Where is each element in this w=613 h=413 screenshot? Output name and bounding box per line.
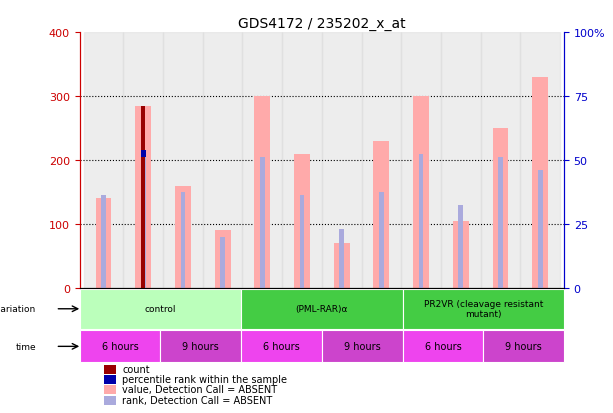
Bar [104,366,116,375]
Bar [203,33,242,288]
Bar [403,289,564,329]
Bar [403,330,483,363]
Bar [242,33,282,288]
Bar [141,154,145,288]
Bar [483,330,564,363]
Bar [80,330,161,363]
Bar [441,33,481,288]
Text: (PML-RAR)α: (PML-RAR)α [295,304,348,313]
Text: 9 hours: 9 hours [183,342,219,351]
Bar [80,289,241,329]
Text: 6 hours: 6 hours [102,342,139,351]
Bar [104,385,116,394]
Bar [241,289,403,329]
Bar [260,157,265,288]
Bar [141,151,145,157]
Bar [282,33,322,288]
Bar [402,33,441,288]
Text: 6 hours: 6 hours [425,342,461,351]
Text: 6 hours: 6 hours [263,342,300,351]
Bar [419,154,424,288]
Bar [379,192,384,288]
Bar [333,244,349,288]
Bar [322,330,403,363]
Bar [96,199,112,288]
Bar [163,33,203,288]
Text: 9 hours: 9 hours [505,342,542,351]
Bar [453,221,469,288]
Bar [135,107,151,288]
Bar [373,142,389,288]
Bar [104,396,116,405]
Bar [498,157,503,288]
Bar [481,33,520,288]
Bar [322,33,362,288]
Bar [101,196,106,288]
Bar [254,97,270,288]
Text: control: control [145,304,176,313]
Text: rank, Detection Call = ABSENT: rank, Detection Call = ABSENT [123,395,273,405]
Text: PR2VR (cleavage resistant
mutant): PR2VR (cleavage resistant mutant) [424,299,543,319]
Bar [538,170,543,288]
Bar [459,205,463,288]
Bar [300,196,305,288]
Bar [413,97,429,288]
Bar [532,78,548,288]
Text: percentile rank within the sample: percentile rank within the sample [123,374,287,384]
Bar [123,33,163,288]
Text: value, Detection Call = ABSENT: value, Detection Call = ABSENT [123,384,278,394]
Bar [180,192,185,288]
Text: time: time [15,342,36,351]
Bar [339,230,344,288]
Title: GDS4172 / 235202_x_at: GDS4172 / 235202_x_at [238,17,406,31]
Bar [215,231,230,288]
Bar [241,330,322,363]
Text: 9 hours: 9 hours [344,342,381,351]
Bar [520,33,560,288]
Bar [142,107,145,288]
Bar [161,330,241,363]
Bar [175,186,191,288]
Bar [220,237,225,288]
Bar [362,33,402,288]
Bar [104,375,116,384]
Bar [83,33,123,288]
Text: genotype/variation: genotype/variation [0,304,36,313]
Text: count: count [123,365,150,375]
Bar [492,129,508,288]
Bar [294,154,310,288]
